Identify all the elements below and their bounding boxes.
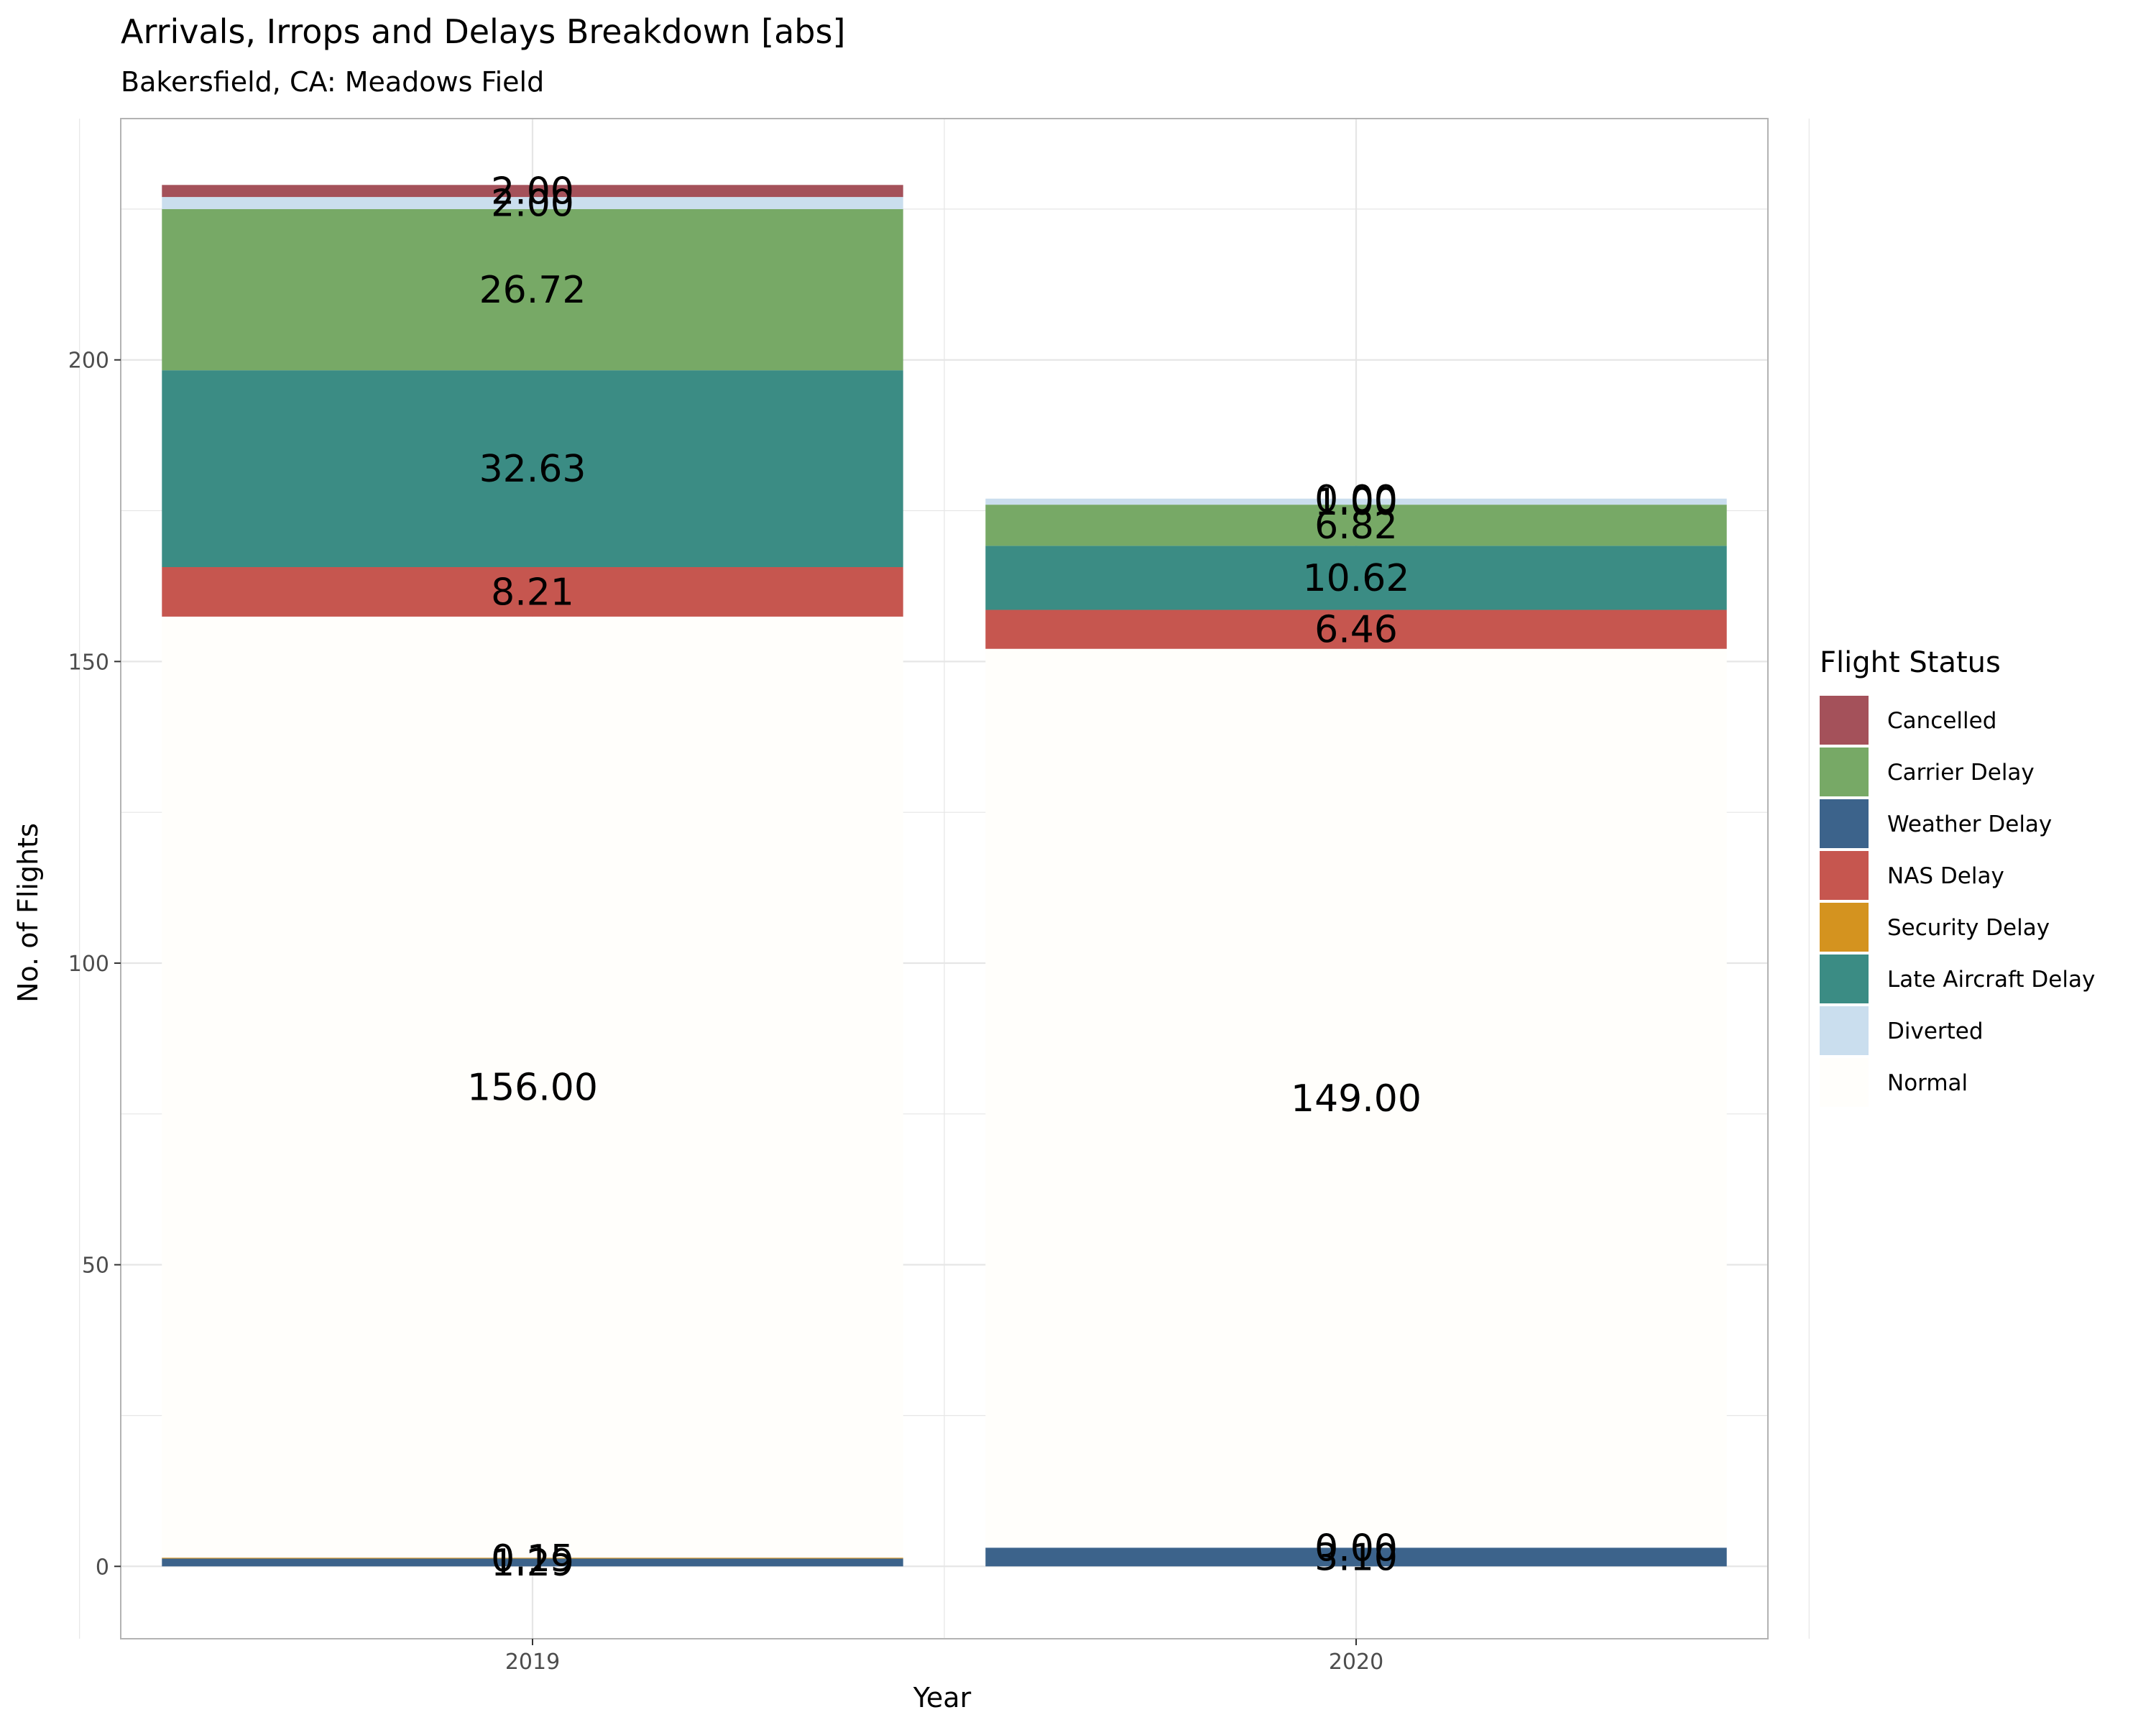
legend-label-weather-delay: Weather Delay bbox=[1887, 811, 2052, 837]
data-label-weather-delay-2020: 3.10 bbox=[1314, 1536, 1398, 1579]
y-tick-label: 200 bbox=[68, 349, 109, 374]
bar-normal-2020 bbox=[985, 648, 1727, 1548]
legend-label-diverted: Diverted bbox=[1887, 1018, 1984, 1044]
y-tick-label: 100 bbox=[68, 952, 109, 977]
y-tick-label: 50 bbox=[82, 1254, 109, 1279]
data-label-diverted-2020: 1.00 bbox=[1314, 481, 1398, 524]
data-label-weather-delay-2019: 1.29 bbox=[491, 1542, 574, 1585]
bar-carrier-delay-2020 bbox=[985, 505, 1727, 546]
bar-nas-delay-2020 bbox=[985, 610, 1727, 649]
bar-diverted-2019 bbox=[162, 197, 903, 209]
legend-label-late-aircraft-delay: Late Aircraft Delay bbox=[1887, 967, 2095, 993]
y-tick-label: 0 bbox=[96, 1555, 109, 1580]
bar-late-aircraft-delay-2020 bbox=[985, 546, 1727, 610]
bar-normal-2019 bbox=[162, 616, 903, 1558]
data-label-diverted-2019: 2.00 bbox=[491, 183, 574, 226]
y-axis-ticks: 0 50 100 150 200 bbox=[68, 349, 121, 1580]
chart-subtitle: Bakersfield, CA: Meadows Field bbox=[121, 66, 544, 98]
legend-swatch-carrier-delay bbox=[1820, 748, 1869, 796]
bar-late-aircraft-delay-2019 bbox=[162, 370, 903, 568]
bar-cancelled-2019 bbox=[162, 185, 903, 198]
legend-swatch-weather-delay bbox=[1820, 799, 1869, 848]
bar-weather-delay-2019 bbox=[162, 1558, 903, 1567]
data-label-security-delay-2020: 0.00 bbox=[1314, 1527, 1398, 1570]
bars bbox=[162, 185, 1727, 1567]
data-label-cancelled-2019: 2.00 bbox=[491, 170, 574, 213]
x-tick-label-2019: 2019 bbox=[505, 1650, 560, 1675]
legend: Flight Status Cancelled Carrier Delay Weat… bbox=[1820, 646, 2095, 1107]
x-axis-ticks: 2019 2020 bbox=[505, 1639, 1383, 1675]
legend-swatch-nas-delay bbox=[1820, 851, 1869, 900]
data-label-carrier-delay-2020: 6.82 bbox=[1314, 505, 1398, 548]
legend-label-nas-delay: NAS Delay bbox=[1887, 863, 2004, 889]
legend-label-normal: Normal bbox=[1887, 1070, 1968, 1096]
y-tick-label: 150 bbox=[68, 650, 109, 675]
data-label-cancelled-2020: 0.00 bbox=[1314, 478, 1398, 521]
data-label-late-aircraft-delay-2019: 32.63 bbox=[479, 448, 586, 491]
data-label-normal-2019: 156.00 bbox=[467, 1067, 598, 1110]
data-label-nas-delay-2019: 8.21 bbox=[491, 571, 574, 614]
bar-carrier-delay-2019 bbox=[162, 208, 903, 371]
legend-swatch-normal bbox=[1820, 1058, 1869, 1107]
legend-swatch-security-delay bbox=[1820, 903, 1869, 952]
data-label-normal-2020: 149.00 bbox=[1291, 1077, 1422, 1121]
chart-title: Arrivals, Irrops and Delays Breakdown [a… bbox=[121, 12, 845, 51]
data-label-security-delay-2019: 0.15 bbox=[491, 1537, 574, 1581]
data-label-nas-delay-2020: 6.46 bbox=[1314, 609, 1398, 652]
y-axis-title: No. of Flights bbox=[12, 823, 44, 1003]
legend-swatch-cancelled bbox=[1820, 696, 1869, 745]
bar-nas-delay-2019 bbox=[162, 567, 903, 617]
data-label-late-aircraft-delay-2020: 10.62 bbox=[1303, 557, 1410, 600]
bar-weather-delay-2020 bbox=[985, 1547, 1727, 1567]
segment-labels: 1.290.15 156.00 8.21 32.63 26.72 2.002.00 3.10… bbox=[467, 170, 1422, 1585]
legend-swatch-late-aircraft-delay bbox=[1820, 954, 1869, 1003]
legend-label-security-delay: Security Delay bbox=[1887, 915, 2050, 941]
legend-swatch-diverted bbox=[1820, 1006, 1869, 1055]
legend-label-cancelled: Cancelled bbox=[1887, 708, 1996, 734]
legend-title: Flight Status bbox=[1820, 646, 2001, 679]
legend-label-carrier-delay: Carrier Delay bbox=[1887, 760, 2035, 786]
x-tick-label-2020: 2020 bbox=[1329, 1650, 1383, 1675]
x-axis-title: Year bbox=[913, 1682, 972, 1714]
bar-diverted-2020 bbox=[985, 498, 1727, 505]
panel-border bbox=[120, 118, 1769, 1639]
data-label-carrier-delay-2019: 26.72 bbox=[479, 269, 586, 312]
